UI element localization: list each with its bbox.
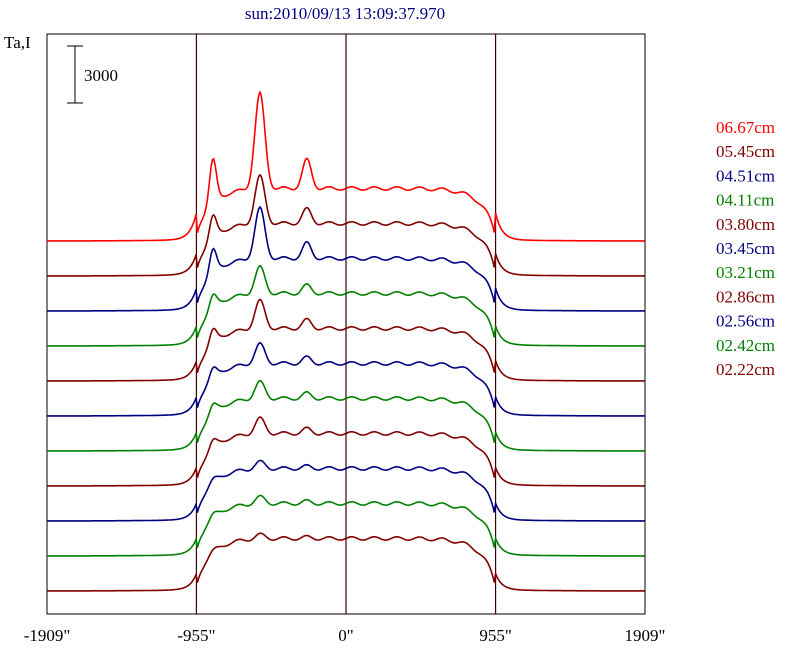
legend-entry: 02.22cm bbox=[716, 360, 775, 379]
legend-entry: 04.11cm bbox=[716, 191, 774, 210]
series-line bbox=[47, 90, 645, 242]
series-line bbox=[47, 459, 645, 522]
series-line bbox=[47, 173, 645, 277]
x-tick-label: -1909" bbox=[24, 626, 71, 645]
series-line bbox=[47, 416, 645, 487]
scale-bar: 3000 bbox=[67, 45, 118, 104]
x-tick-label: 1909" bbox=[625, 626, 666, 645]
series-line bbox=[47, 341, 645, 417]
legend-entry: 02.86cm bbox=[716, 287, 775, 306]
scale-bar-label: 3000 bbox=[84, 66, 118, 85]
x-tick-label: -955" bbox=[177, 626, 215, 645]
series-line bbox=[47, 298, 645, 382]
x-tick-label: 0" bbox=[338, 626, 353, 645]
legend-entry: 03.45cm bbox=[716, 239, 775, 258]
series-line bbox=[47, 379, 645, 452]
legend-entry: 05.45cm bbox=[716, 142, 775, 161]
legend-entry: 06.67cm bbox=[716, 118, 775, 137]
series-line bbox=[47, 205, 645, 312]
legend-entry: 03.80cm bbox=[716, 215, 775, 234]
series-group bbox=[47, 90, 645, 592]
y-axis-label: Ta,I bbox=[4, 33, 31, 52]
x-tick-label: 955" bbox=[479, 626, 511, 645]
series-line bbox=[47, 264, 645, 347]
legend-entry: 03.21cm bbox=[716, 263, 775, 282]
series-line bbox=[47, 532, 645, 592]
series-line bbox=[47, 494, 645, 557]
chart-title: sun:2010/09/13 13:09:37.970 bbox=[245, 4, 445, 23]
legend: 06.67cm 05.45cm 04.51cm 04.11cm 03.80cm 03.45… bbox=[716, 118, 775, 379]
legend-entry: 04.51cm bbox=[716, 166, 775, 185]
legend-entry: 02.56cm bbox=[716, 312, 775, 331]
x-tick-labels: -1909" -955" 0" 955" 1909" bbox=[24, 626, 666, 645]
reference-lines bbox=[195, 34, 497, 614]
legend-entry: 02.42cm bbox=[716, 336, 775, 355]
